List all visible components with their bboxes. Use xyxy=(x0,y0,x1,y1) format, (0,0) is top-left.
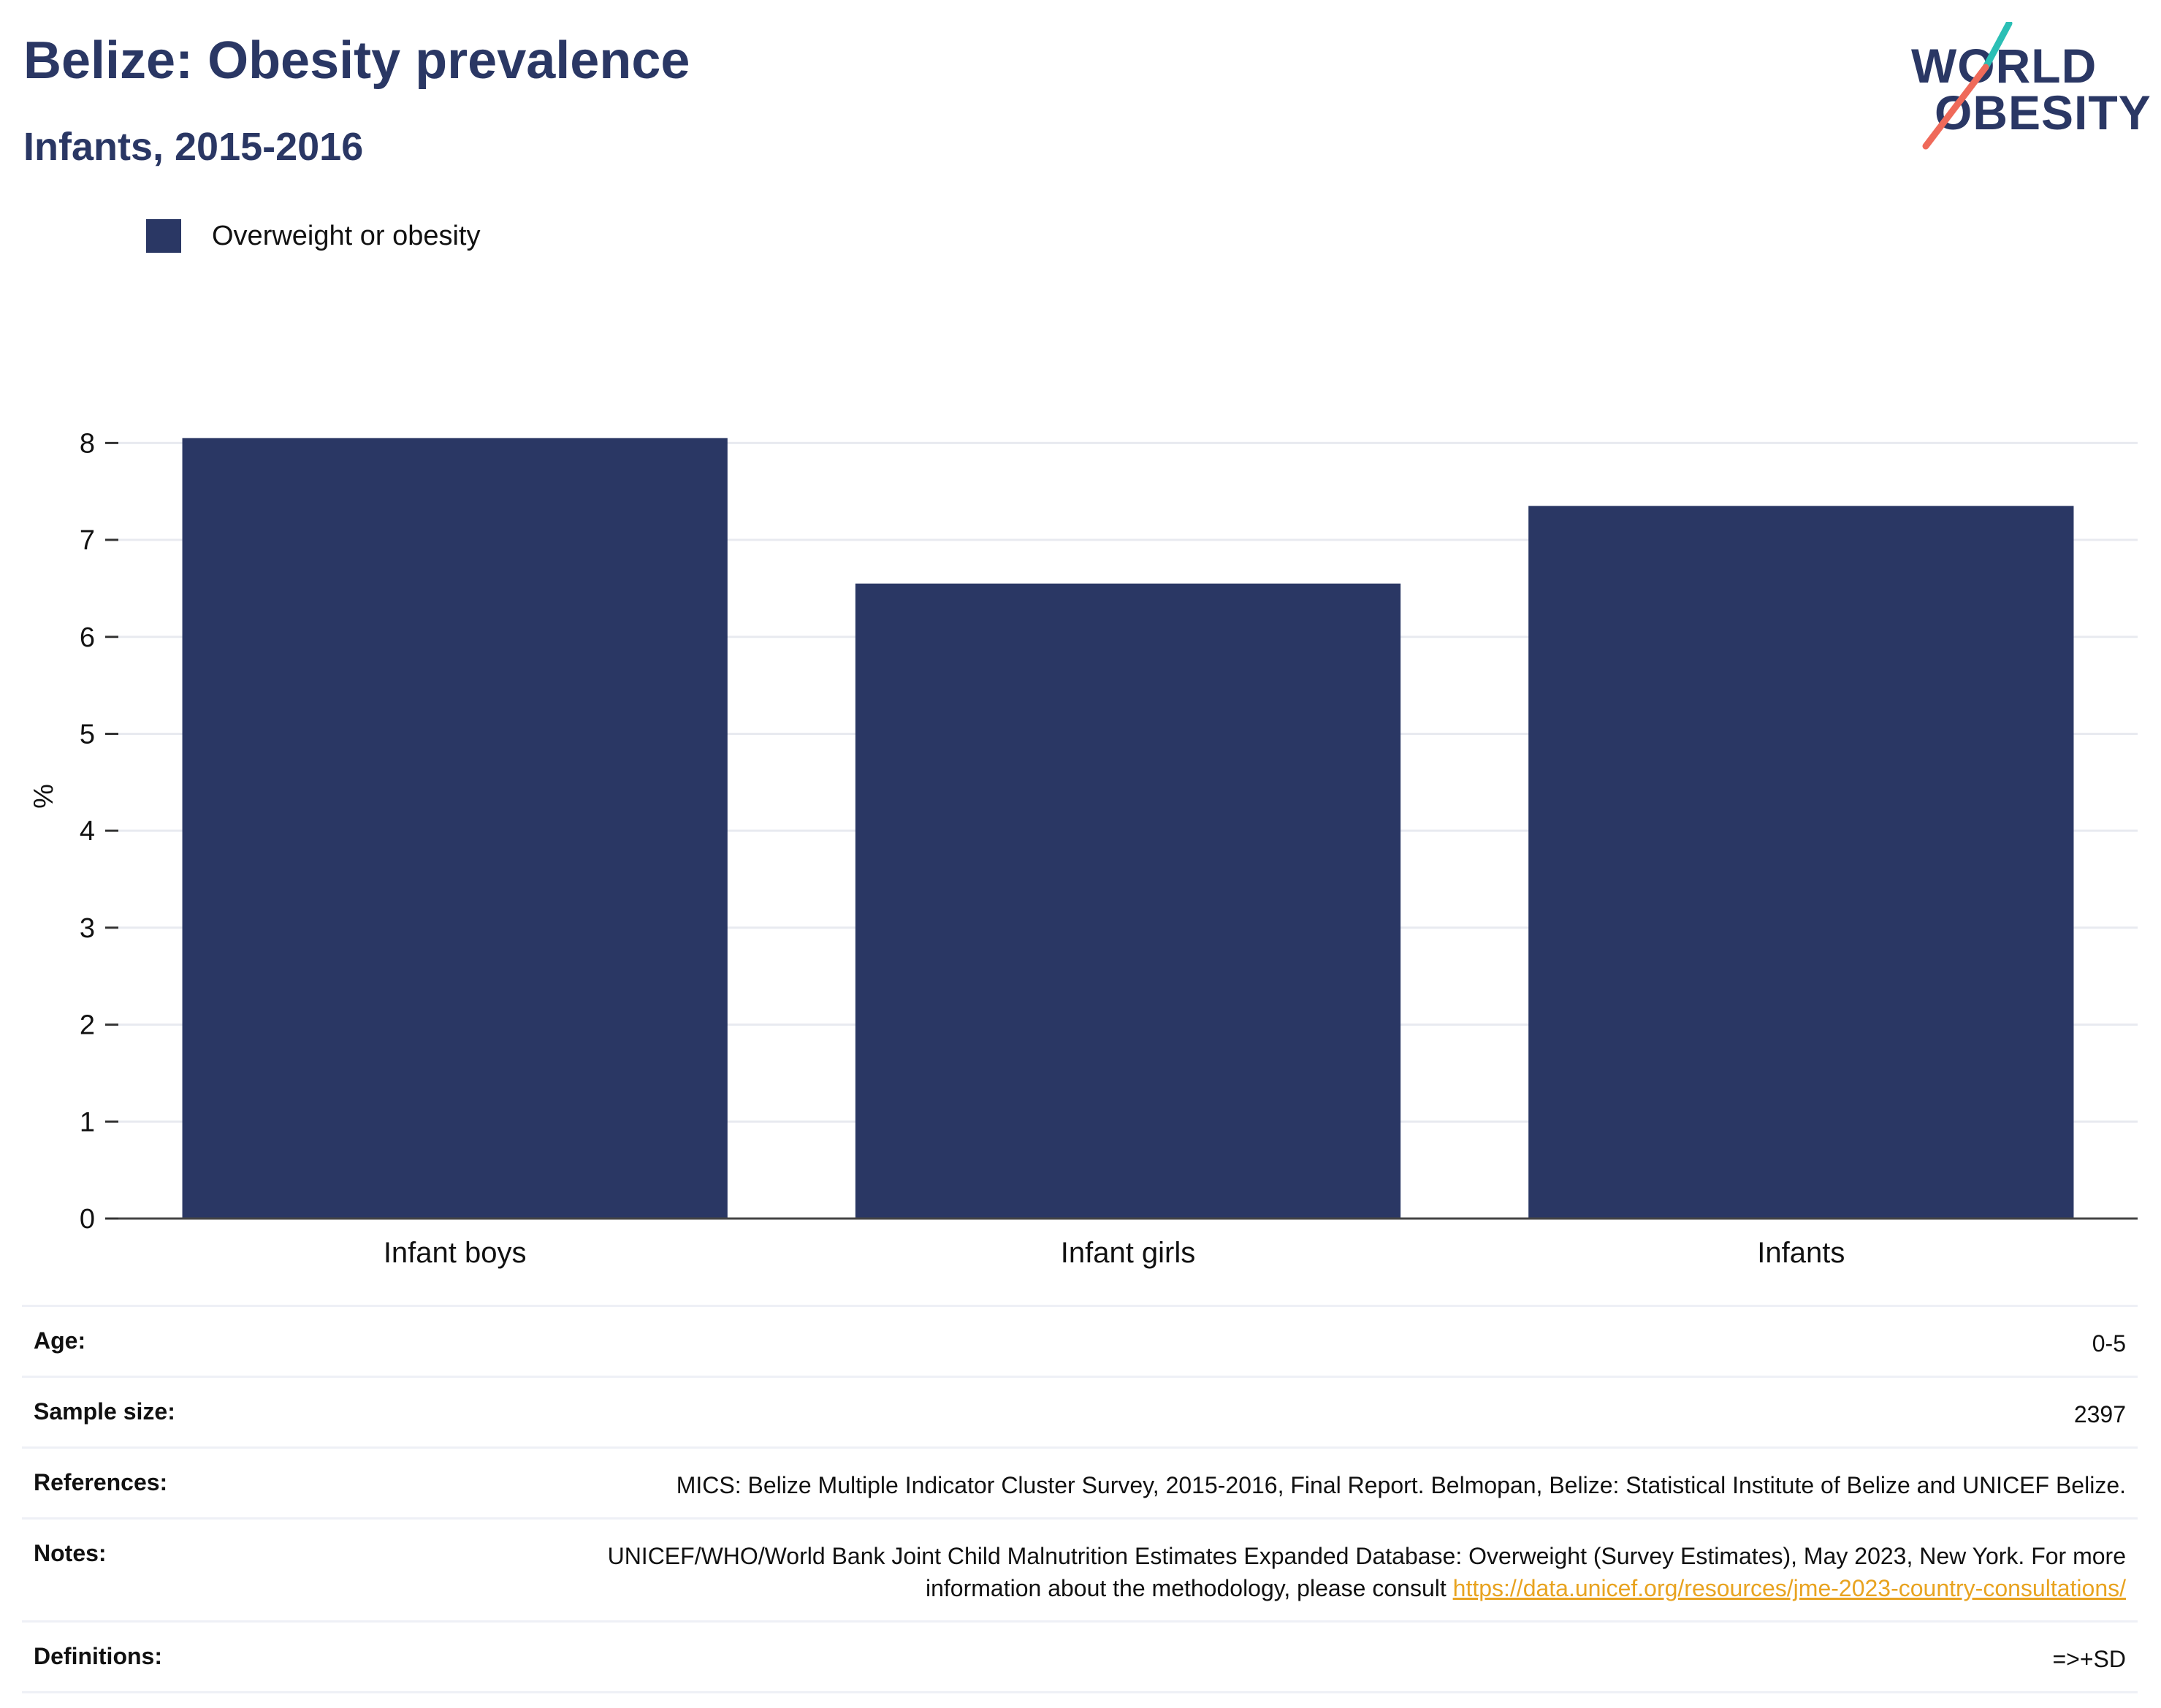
bar-infants xyxy=(1528,506,2074,1219)
sample-size-value: 2397 xyxy=(2073,1401,2126,1427)
age-value: 0-5 xyxy=(2092,1330,2126,1357)
bar-infant-boys xyxy=(182,438,728,1219)
references-value: MICS: Belize Multiple Indicator Cluster … xyxy=(676,1472,2126,1498)
info-row-definitions: Definitions: =>+SD xyxy=(22,1620,2138,1693)
info-table: Age: 0-5 Sample size: 2397 References: M… xyxy=(22,1305,2138,1693)
y-tick-label: 4 xyxy=(80,816,95,847)
info-row-sample-size: Sample size: 2397 xyxy=(22,1376,2138,1446)
y-tick-label: 6 xyxy=(80,622,95,653)
sample-size-label: Sample size: xyxy=(34,1398,175,1425)
y-tick-label: 5 xyxy=(80,719,95,750)
bar-infant-girls xyxy=(855,583,1401,1219)
info-row-age: Age: 0-5 xyxy=(22,1305,2138,1376)
y-tick-label: 2 xyxy=(80,1010,95,1041)
info-row-references: References: MICS: Belize Multiple Indica… xyxy=(22,1446,2138,1517)
references-label: References: xyxy=(34,1469,168,1495)
legend-swatch xyxy=(146,219,181,253)
legend-label: Overweight or obesity xyxy=(212,220,481,251)
logo-line-world: WORLD xyxy=(1911,39,2097,93)
world-obesity-logo: WORLD OBESITY xyxy=(1899,22,2151,153)
y-tick-label: 7 xyxy=(80,525,95,556)
y-tick-label: 1 xyxy=(80,1107,95,1137)
axes: 0 1 2 3 4 5 6 7 8 Infant boys Infant girls Infants xyxy=(80,428,2138,1269)
definitions-label: Definitions: xyxy=(34,1643,162,1669)
y-tick-label: 0 xyxy=(80,1204,95,1235)
info-row-notes: Notes: UNICEF/WHO/World Bank Joint Child… xyxy=(22,1517,2138,1620)
y-tick-label: 8 xyxy=(80,428,95,459)
bars xyxy=(182,438,2074,1219)
notes-text: UNICEF/WHO/World Bank Joint Child Malnut… xyxy=(607,1543,2126,1601)
methodology-link[interactable]: https://data.unicef.org/resources/jme-20… xyxy=(1452,1575,2126,1601)
chart-legend: Overweight or obesity xyxy=(146,219,481,253)
logo-line-obesity: OBESITY xyxy=(1935,85,2152,140)
logo-slash-icon xyxy=(1922,22,2013,150)
notes-label: Notes: xyxy=(34,1540,107,1566)
y-tick-label: 3 xyxy=(80,913,95,944)
chart-title: Belize: Obesity prevalence xyxy=(23,31,690,90)
x-tick-label: Infant girls xyxy=(1061,1237,1196,1269)
y-axis-label: % xyxy=(28,784,59,809)
chart-subtitle: Infants, 2015-2016 xyxy=(23,125,364,169)
x-tick-label: Infant boys xyxy=(384,1237,527,1269)
notes-value: UNICEF/WHO/World Bank Joint Child Malnut… xyxy=(519,1540,2126,1604)
x-tick-label: Infants xyxy=(1757,1237,1845,1269)
definitions-value: =>+SD xyxy=(2052,1646,2126,1672)
age-label: Age: xyxy=(34,1327,86,1354)
